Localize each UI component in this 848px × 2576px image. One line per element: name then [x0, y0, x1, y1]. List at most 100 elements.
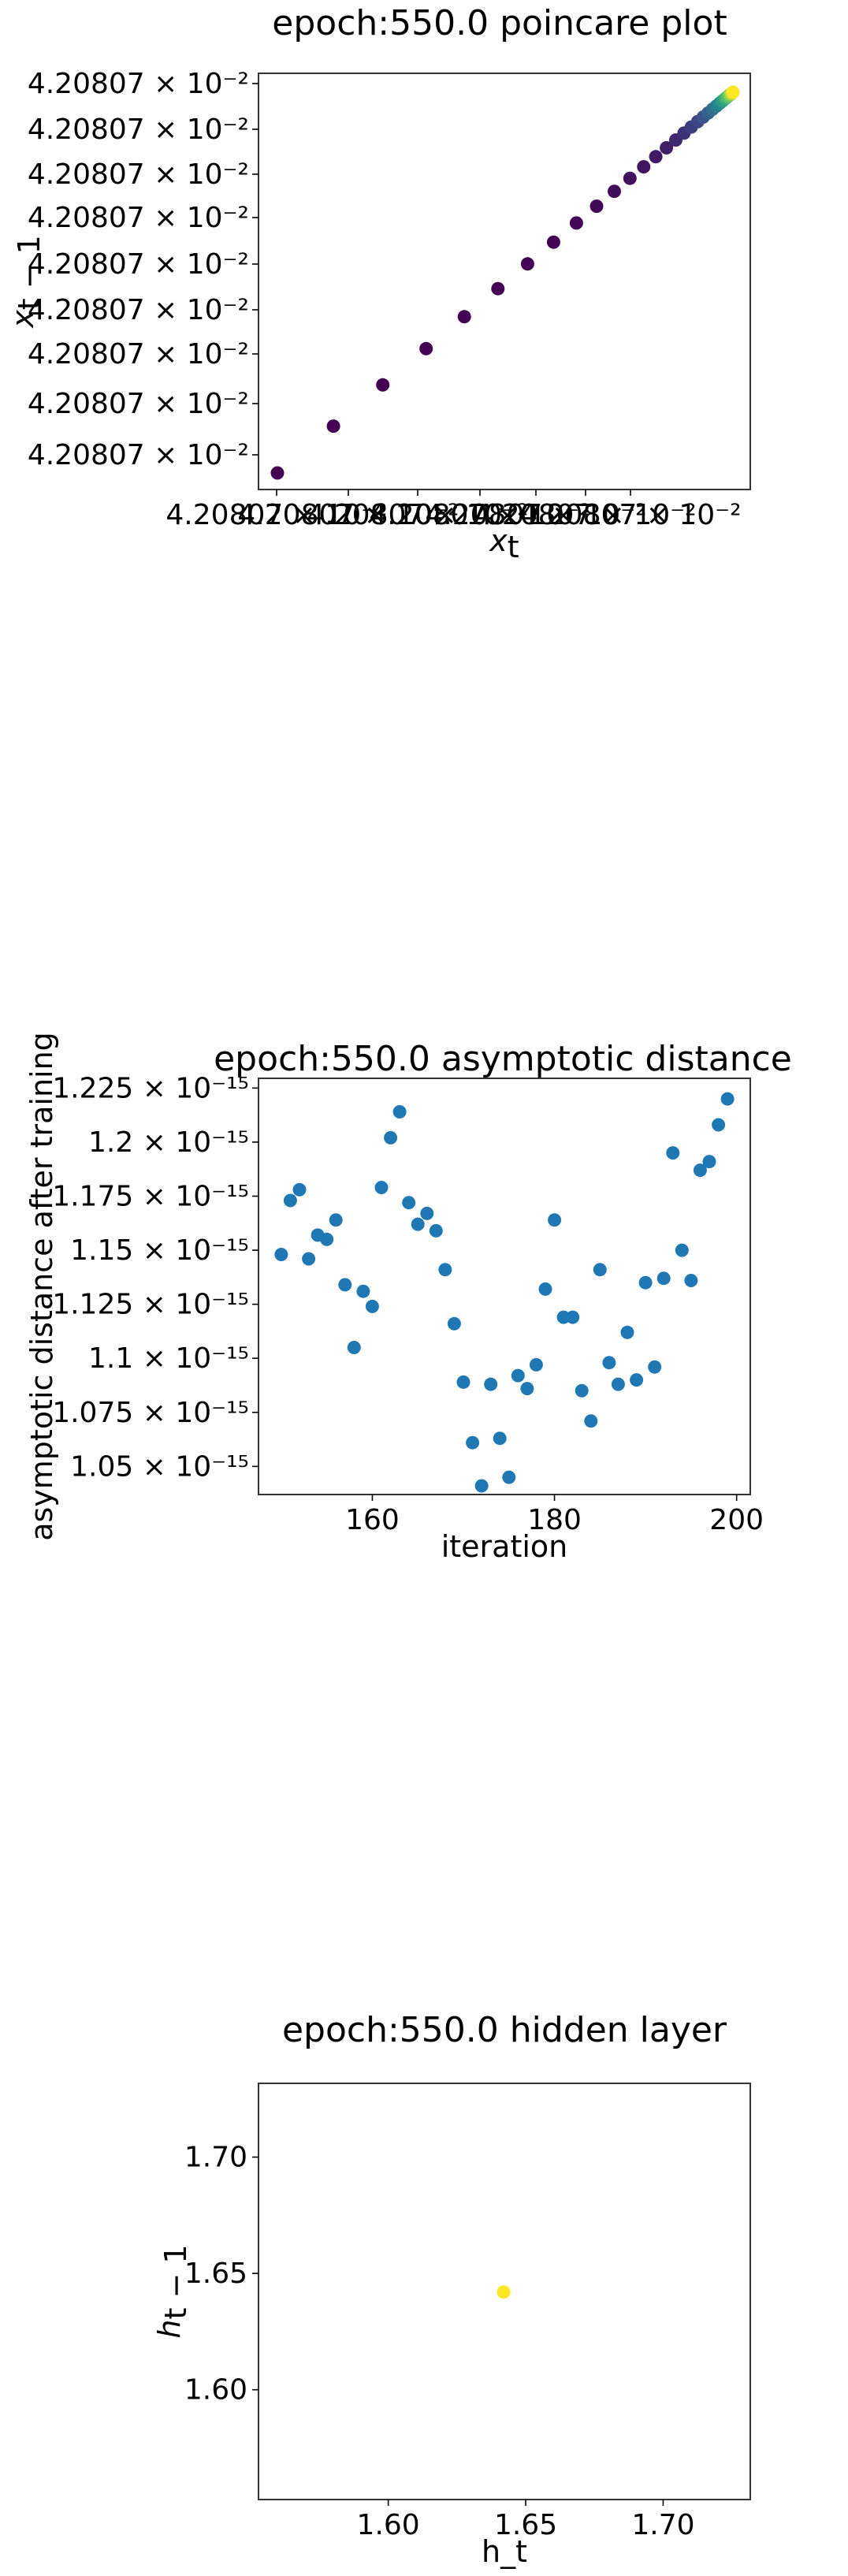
asymptotic-point: [402, 1196, 416, 1210]
asymptotic-point: [620, 1325, 634, 1339]
asymptotic-title: epoch:550.0 asymptotic distance: [214, 1039, 792, 1079]
poincare-point: [419, 341, 433, 356]
asymptotic-point: [356, 1284, 370, 1298]
asymptotic-point: [329, 1213, 343, 1227]
poincare-point: [569, 216, 583, 230]
poincare-point: [660, 141, 674, 154]
poincare-y-tick-label: 4.20807 × 10⁻²: [28, 68, 249, 100]
poincare-point: [376, 378, 390, 392]
poincare-y-label: xt − 1: [6, 235, 46, 329]
asymptotic-y-tick-label: 1.2 × 10⁻¹⁵: [88, 1126, 249, 1159]
asymptotic-point: [438, 1263, 452, 1277]
asymptotic-point: [420, 1206, 434, 1220]
poincare-point: [590, 199, 604, 214]
asymptotic-point: [584, 1414, 598, 1428]
asymptotic-point: [630, 1373, 644, 1387]
svg-text:xt − 1: xt − 1: [6, 235, 46, 329]
asymptotic-point: [456, 1375, 470, 1389]
poincare-point: [649, 150, 663, 164]
asymptotic-point: [493, 1431, 507, 1446]
asymptotic-x-tick-label: 180: [527, 1504, 582, 1536]
poincare-point: [270, 466, 285, 480]
asymptotic-point: [675, 1243, 689, 1257]
poincare-point: [623, 171, 637, 185]
poincare-x-tick-label: 4.20807 × 10⁻²: [369, 499, 590, 531]
asymptotic-point: [720, 1092, 735, 1106]
asymptotic-point: [347, 1341, 361, 1354]
poincare-point: [726, 85, 740, 99]
asymptotic-point: [638, 1275, 653, 1290]
asymptotic-point: [429, 1223, 443, 1238]
poincare-point: [457, 310, 471, 324]
asymptotic-y-tick-label: 1.1 × 10⁻¹⁵: [88, 1342, 249, 1375]
poincare-y-tick-label: 4.20807 × 10⁻²: [28, 202, 249, 234]
hidden-x-tick-label: 1.65: [494, 2509, 557, 2541]
hidden-y-tick-label: 1.65: [184, 2258, 247, 2290]
asymptotic-chart: epoch:550.0 asymptotic distance 1.05 × 1…: [24, 1032, 792, 1564]
poincare-y-tick-label: 4.20807 × 10⁻²: [28, 114, 249, 146]
hidden-x-label: h_t: [482, 2534, 527, 2569]
poincare-y-tick-label: 4.20807 × 10⁻²: [28, 294, 249, 326]
asymptotic-point: [502, 1470, 516, 1484]
poincare-y-tick-label: 4.20807 × 10⁻²: [28, 338, 249, 370]
asymptotic-point: [566, 1310, 580, 1324]
asymptotic-point: [702, 1155, 716, 1169]
hidden-x-tick-label: 1.70: [631, 2509, 694, 2541]
asymptotic-point: [648, 1360, 662, 1374]
asymptotic-y-tick-label: 1.05 × 10⁻¹⁵: [70, 1450, 249, 1483]
poincare-y-tick-label: 4.20807 × 10⁻²: [28, 248, 249, 281]
asymptotic-y-ticks: 1.05 × 10⁻¹⁵ 1.075 × 10⁻¹⁵ 1.1 × 10⁻¹⁵ 1.12…: [52, 1072, 258, 1483]
asymptotic-point: [593, 1263, 607, 1277]
asymptotic-point: [292, 1182, 307, 1197]
asymptotic-x-tick-label: 160: [345, 1504, 400, 1536]
poincare-x-tick-label: 4.20807 × 10⁻²: [425, 499, 646, 531]
asymptotic-point: [712, 1118, 726, 1132]
hidden-y-label: ht − 1: [152, 2244, 193, 2338]
hidden-chart: epoch:550.0 hidden layer 1.60 1.65 1.70 1.…: [152, 2010, 751, 2569]
asymptotic-x-label: iteration: [441, 1529, 568, 1564]
hidden-title: epoch:550.0 hidden layer: [282, 2010, 727, 2050]
asymptotic-y-tick-label: 1.15 × 10⁻¹⁵: [70, 1234, 249, 1267]
poincare-x-tick-label: 4.20807 × 10⁻²: [519, 499, 741, 531]
poincare-x-tick-label: 4.20807 × 10⁻²: [307, 499, 528, 531]
asymptotic-point: [684, 1274, 698, 1287]
poincare-y-ticks: 4.20807 × 10⁻² 4.20807 × 10⁻² 4.20807 × 10…: [28, 68, 258, 471]
poincare-y-tick-label: 4.20807 × 10⁻²: [28, 439, 249, 471]
poincare-x-ticks: 4.20807 × 10⁻²4.20807 × 10⁻²4.20807 × 10…: [166, 490, 742, 531]
asymptotic-point: [602, 1356, 616, 1370]
asymptotic-point: [474, 1479, 489, 1493]
asymptotic-points: [274, 1092, 735, 1493]
asymptotic-point: [656, 1271, 671, 1286]
poincare-point: [520, 257, 534, 271]
poincare-point: [491, 281, 505, 296]
hidden-x-tick-label: 1.60: [357, 2509, 420, 2541]
asymptotic-point: [611, 1377, 625, 1391]
svg-text:ht − 1: ht − 1: [152, 2244, 193, 2338]
asymptotic-point: [466, 1435, 480, 1450]
poincare-x-label: xt: [489, 523, 519, 564]
asymptotic-point: [365, 1299, 379, 1313]
hidden-x-ticks: 1.60 1.65 1.70: [357, 2500, 695, 2541]
poincare-x-tick-label: 4.20807 × 10⁻²: [474, 499, 696, 531]
poincare-x-tick-label: 4.20807 × 10⁻²: [237, 499, 459, 531]
asymptotic-y-tick-label: 1.075 × 10⁻¹⁵: [52, 1397, 249, 1429]
asymptotic-point: [338, 1278, 352, 1292]
asymptotic-point: [384, 1130, 398, 1145]
hidden-points: [497, 2285, 511, 2299]
poincare-x-tick-label: 4.20807 × 10⁻²: [166, 499, 387, 531]
asymptotic-point: [484, 1377, 498, 1391]
asymptotic-point: [274, 1248, 288, 1261]
asymptotic-y-tick-label: 1.225 × 10⁻¹⁵: [52, 1072, 249, 1104]
poincare-title: epoch:550.0 poincare plot: [272, 3, 727, 43]
asymptotic-point: [411, 1217, 425, 1231]
asymptotic-point: [548, 1213, 562, 1227]
asymptotic-y-tick-label: 1.175 × 10⁻¹⁵: [52, 1180, 249, 1212]
asymptotic-point: [302, 1252, 316, 1266]
asymptotic-point: [575, 1383, 589, 1398]
asymptotic-point: [283, 1193, 297, 1208]
poincare-point: [326, 419, 340, 434]
hidden-y-tick-label: 1.60: [184, 2374, 247, 2407]
asymptotic-point: [529, 1357, 543, 1372]
hidden-y-tick-label: 1.70: [184, 2142, 247, 2174]
